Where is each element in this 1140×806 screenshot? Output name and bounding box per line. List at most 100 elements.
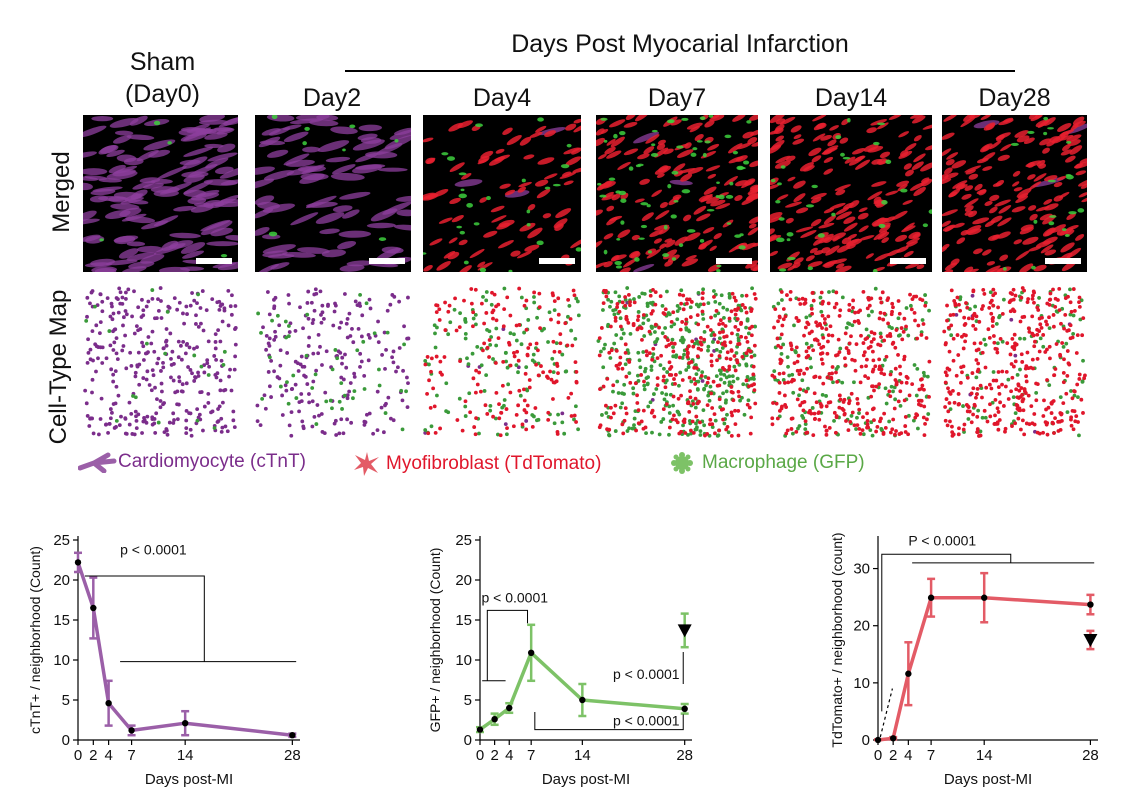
scale-bar xyxy=(1045,258,1081,264)
y-axis-label: cTnT+ / neighborhood (Count) xyxy=(27,546,43,734)
data-point xyxy=(1087,601,1094,608)
cardiomyocyte-icon xyxy=(78,452,117,473)
x-tick-label: 7 xyxy=(927,747,935,764)
map-dots-day7 xyxy=(596,286,758,438)
data-point xyxy=(927,594,935,601)
x-tick-label: 2 xyxy=(889,747,897,764)
data-point xyxy=(74,559,82,566)
celltype-map-row-label: Cell-Type Map xyxy=(45,289,72,445)
y-tick-label: 0 xyxy=(62,732,70,749)
merged-panel-day2 xyxy=(255,115,411,272)
triangle-marker xyxy=(1083,634,1098,647)
day4-label: Day4 xyxy=(472,84,532,112)
y-tick-label: 10 xyxy=(53,652,70,669)
data-point xyxy=(506,704,513,712)
y-tick-label: 0 xyxy=(862,732,870,749)
significance-bracket xyxy=(486,609,529,681)
map-dots-sham xyxy=(83,286,238,438)
group-title-rule xyxy=(345,70,1015,72)
x-tick-label: 28 xyxy=(676,747,693,764)
x-axis-label: Days post-MI xyxy=(542,771,630,788)
significance-bracket xyxy=(534,712,684,731)
y-tick-label: 0 xyxy=(464,732,472,749)
scale-bar xyxy=(890,258,926,264)
x-tick-label: 4 xyxy=(505,747,513,764)
x-tick-label: 14 xyxy=(177,747,194,764)
map-dots-day2 xyxy=(255,287,411,438)
merged-panel-day28 xyxy=(942,115,1087,272)
y-axis-label: TdTomato+ / neighborhood (count) xyxy=(829,532,845,747)
data-point xyxy=(491,716,498,723)
p-value-label: p < 0.0001 xyxy=(481,589,548,605)
scale-bar xyxy=(369,258,405,264)
y-tick-label: 25 xyxy=(455,532,472,549)
y-tick-label: 5 xyxy=(464,692,472,709)
celltype-map-day2 xyxy=(255,286,411,438)
celltype-map-day4 xyxy=(423,286,581,438)
x-tick-label: 28 xyxy=(1082,747,1099,764)
celltype-map-day28 xyxy=(942,286,1087,438)
map-dots-day4 xyxy=(423,286,581,438)
sham-label: Sham (Day0) xyxy=(100,46,225,110)
merged-image-sham xyxy=(83,115,238,272)
data-point xyxy=(889,735,897,742)
y-tick-label: 15 xyxy=(53,612,70,629)
y-tick-label: 20 xyxy=(53,572,70,589)
y-tick-label: 25 xyxy=(53,532,70,549)
map-dots-day28 xyxy=(942,286,1087,438)
x-tick-label: 0 xyxy=(74,747,82,764)
x-axis-label: Days post-MI xyxy=(944,771,1032,788)
celltype-map-day14 xyxy=(770,286,932,438)
scale-bar xyxy=(539,258,575,264)
legend-cardiomyocyte: Cardiomyocyte (cTnT) xyxy=(78,451,306,473)
x-tick-label: 7 xyxy=(527,747,535,764)
x-tick-label: 28 xyxy=(284,747,301,764)
x-tick-label: 14 xyxy=(976,747,993,764)
merged-panel-sham xyxy=(83,115,238,272)
x-tick-label: 4 xyxy=(904,747,912,764)
y-tick-label: 15 xyxy=(455,612,472,629)
legend-myofibroblast: Myofibroblast (TdTomato) xyxy=(352,451,601,477)
legend-macrophage-label: Macrophage (GFP) xyxy=(702,452,865,473)
x-tick-label: 0 xyxy=(476,747,484,764)
merged-panel-day7 xyxy=(596,115,758,272)
merged-image-day14 xyxy=(770,115,932,272)
triangle-marker xyxy=(677,624,692,638)
x-axis-label: Days post-MI xyxy=(145,771,233,788)
data-point xyxy=(874,736,882,744)
data-point xyxy=(527,649,535,656)
legend-myofibroblast-label: Myofibroblast (TdTomato) xyxy=(386,453,602,474)
scale-bar xyxy=(196,258,232,264)
p-value-label: P < 0.0001 xyxy=(908,533,976,549)
y-tick-label: 30 xyxy=(853,561,870,578)
data-point xyxy=(128,727,135,734)
y-tick-label: 10 xyxy=(455,652,472,669)
y-tick-label: 10 xyxy=(853,675,870,692)
celltype-map-day7 xyxy=(596,286,758,438)
merged-image-day4 xyxy=(423,117,581,272)
y-tick-label: 5 xyxy=(62,692,70,709)
data-point xyxy=(579,696,586,704)
myofibroblast-icon xyxy=(354,452,379,476)
legend-macrophage: Macrophage (GFP) xyxy=(668,451,865,475)
merged-panel-day14 xyxy=(770,115,932,272)
data-point xyxy=(181,720,189,727)
macrophage-icon xyxy=(671,452,693,474)
series-line xyxy=(76,561,293,737)
merged-image-day7 xyxy=(596,115,758,272)
x-tick-label: 7 xyxy=(127,747,135,764)
p-value-label: p < 0.0001 xyxy=(120,541,187,557)
map-dots-day14 xyxy=(770,286,932,438)
significance-bracket xyxy=(84,575,205,662)
p-value-label: p < 0.0001 xyxy=(613,666,680,682)
sham-label-line2: (Day0) xyxy=(124,80,200,108)
day28-label: Day28 xyxy=(978,84,1051,112)
p-value-label: p < 0.0001 xyxy=(613,713,680,729)
x-tick-label: 14 xyxy=(574,747,591,764)
data-point xyxy=(90,604,97,612)
merged-image-day28 xyxy=(942,115,1087,272)
x-tick-label: 0 xyxy=(874,747,882,764)
